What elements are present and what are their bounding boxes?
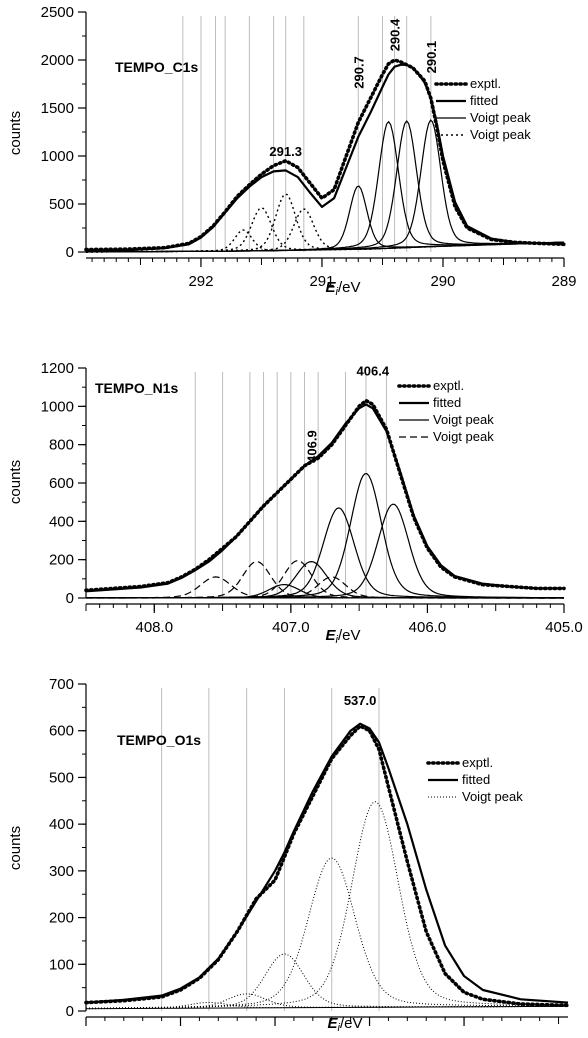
y-tick-label: 500 [49,769,74,786]
x-axis-title: Ei/eV [326,279,361,298]
y-tick-label: 700 [49,676,74,693]
x-tick-label: 407.0 [272,619,310,636]
legend-label: Voigt peak [433,429,494,444]
x-axis-title: Ei/eV [326,627,361,646]
y-tick-label: 200 [49,910,74,927]
peak-label: 291.3 [269,144,302,159]
panel-label: TEMPO_N1s [95,380,178,396]
y-tick-label: 1000 [41,148,74,165]
y-tick-label: 1500 [41,100,74,117]
x-tick-label: 291 [309,273,334,290]
background-line [85,1005,569,1010]
peak-label: 290.7 [351,56,366,89]
y-tick-label: 100 [49,956,74,973]
x-tick-label: 292 [188,273,213,290]
legend: exptl. fitted Voigt peak Voigt peak [434,76,531,142]
y-axis-title: counts [7,111,24,155]
legend-label: Voigt peak [470,110,531,125]
chart-panel-1: 0 500 1000 1500 2000 2500 292 291 290 289 counts Ei… [7,4,577,298]
panel-label: TEMPO_O1s [117,732,201,748]
y-tick-label: 800 [49,437,74,454]
voigt-peak-curve [86,576,564,599]
x-axis-title: Ei/eV [328,1015,363,1033]
legend-label: Voigt peak [433,412,494,427]
voigt-peak-curve [86,208,564,253]
x-tick-label: 289 [551,273,576,290]
panel-label: TEMPO_C1s [115,59,198,75]
y-tick-label: 0 [66,590,74,607]
legend: exptl. fitted Voigt peak Voigt peak [397,378,494,444]
peak-label: 290.4 [388,18,403,51]
peak-label: 406.4 [357,364,390,379]
x-tick-label: 290 [430,273,455,290]
legend-label: Voigt peak [470,127,531,142]
y-tick-label: 0 [66,1003,74,1020]
y-axis-title: counts [7,826,24,870]
legend-label: fitted [433,395,461,410]
fitted-curve [85,63,565,252]
y-tick-label: 1000 [41,398,74,415]
y-tick-label: 600 [49,723,74,740]
peak-label: 290.1 [424,41,439,74]
chart-panel-2: 0 200 400 600 800 1000 1200 408.0 407.0 406.0 405.… [7,360,583,646]
x-tick-label: 408.0 [136,619,174,636]
x-tick-label: 406.0 [409,619,447,636]
voigt-peak-curve [85,857,568,1009]
fitted-curve [85,722,569,1004]
y-tick-label: 2500 [41,4,74,21]
background-line [85,241,565,253]
voigt-peak-curve [85,801,568,1009]
y-tick-label: 400 [49,816,74,833]
fitted-curve [85,403,564,593]
y-tick-label: 400 [49,513,74,530]
peak-label: 537.0 [344,693,377,708]
legend-label: exptl. [433,378,464,393]
y-tick-label: 2000 [41,52,74,69]
y-axis-title: counts [7,460,24,504]
legend-label: Voigt peak [462,789,523,804]
x-tick-label: 405.0 [545,619,583,636]
legend-label: fitted [470,93,498,108]
y-tick-label: 1200 [41,360,74,377]
y-tick-label: 200 [49,552,74,569]
y-tick-label: 300 [49,863,74,880]
peak-label: 406.9 [304,430,319,463]
y-tick-label: 0 [66,244,74,261]
legend-label: exptl. [470,76,501,91]
y-tick-label: 600 [49,475,74,492]
chart-panel-3: 0100200300400500600700538.5538.0537.5537… [7,676,570,1038]
legend-label: exptl. [462,755,493,770]
legend-label: fitted [462,772,490,787]
y-tick-label: 500 [49,196,74,213]
legend: exptl. fitted Voigt peak [426,755,523,804]
experimental-curve [84,724,570,1008]
